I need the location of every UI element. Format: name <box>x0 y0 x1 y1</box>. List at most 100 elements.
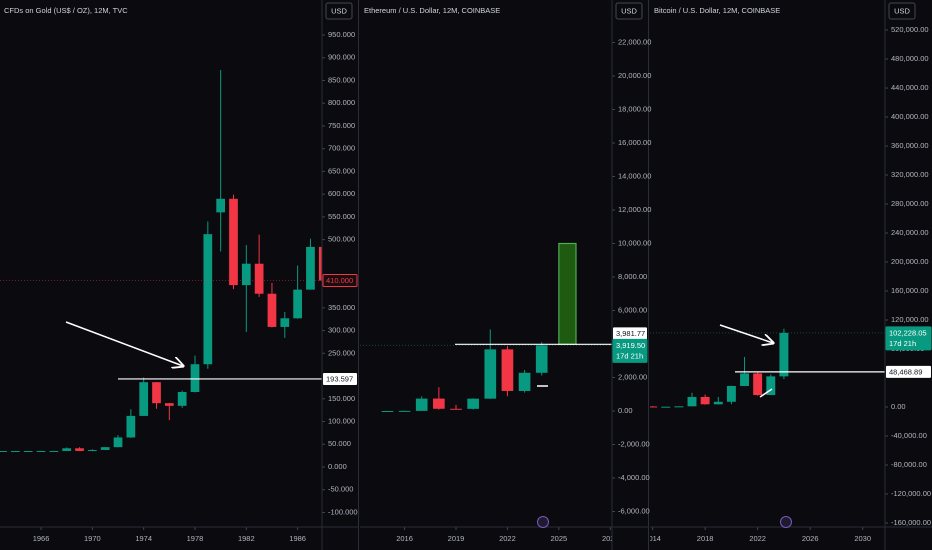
candle-body <box>415 398 428 411</box>
currency-button[interactable] <box>615 2 643 20</box>
x-tick-label: 1978 <box>187 534 204 543</box>
arrow <box>719 324 773 343</box>
countdown: 17d 21h <box>889 339 916 348</box>
y-tick-label: 250.000 <box>328 348 355 357</box>
y-tick-label: -100.000 <box>328 507 358 516</box>
y-tick-label: -50.000 <box>328 485 353 494</box>
candle-body <box>280 318 290 327</box>
y-tick-label: -40,000.00 <box>891 431 927 440</box>
candle-body <box>713 401 723 405</box>
y-tick-label: 22,000.00 <box>618 37 651 46</box>
x-tick-label: 1970 <box>84 534 101 543</box>
candle-body <box>100 447 110 450</box>
arrow <box>65 321 183 366</box>
candle-body <box>254 263 264 294</box>
candle-body <box>306 246 315 290</box>
candle-body <box>216 198 226 213</box>
countdown: 17d 21h <box>616 351 643 360</box>
candle-body <box>779 332 789 377</box>
candle-body <box>23 451 33 453</box>
y-tick-label: 300.000 <box>328 326 355 335</box>
y-tick-label: 320,000.00 <box>891 170 929 179</box>
y-tick-label: 2,000.00 <box>618 372 647 381</box>
last-price-box <box>322 274 358 288</box>
last-price-label: 410.000 <box>326 276 353 285</box>
candle-body <box>126 415 136 438</box>
candle-body <box>190 364 200 392</box>
y-tick-label: 200,000.00 <box>891 257 929 266</box>
currency-button[interactable] <box>888 2 916 20</box>
candle-body <box>267 293 277 327</box>
candle-body <box>535 345 548 373</box>
y-tick-label: -6,000.00 <box>618 506 650 515</box>
y-tick-label: 18,000.00 <box>618 104 651 113</box>
y-tick-label: -160,000.00 <box>891 518 931 527</box>
y-tick-label: -120,000.00 <box>891 489 931 498</box>
currency-button[interactable] <box>325 2 353 20</box>
candle-body <box>501 349 514 391</box>
x-tick-label: 2019 <box>448 534 465 543</box>
candle-body <box>88 449 97 451</box>
candle-body <box>381 410 394 412</box>
y-tick-label: 350.000 <box>328 303 355 312</box>
x-tick-label: 1974 <box>135 534 152 543</box>
candle-body <box>484 349 497 399</box>
x-tick-label: 2018 <box>697 534 714 543</box>
y-tick-label: 800.000 <box>328 98 355 107</box>
trend-line <box>759 388 773 398</box>
candle-body <box>164 403 174 406</box>
candle-body <box>318 246 322 281</box>
projection-box <box>558 242 577 345</box>
y-tick-label: 160,000.00 <box>891 286 929 295</box>
x-tick-label: 2022 <box>499 534 516 543</box>
y-tick-label: 850.000 <box>328 75 355 84</box>
candle-body <box>753 373 763 396</box>
candle-body <box>740 373 749 386</box>
y-tick-label: 480,000.00 <box>891 54 929 63</box>
candle-body <box>433 398 445 409</box>
y-tick-label: 520,000.00 <box>891 25 929 34</box>
candle-body <box>766 376 776 396</box>
candle-body <box>700 396 710 405</box>
event-icon[interactable] <box>780 516 792 528</box>
candle-body <box>203 234 213 365</box>
y-tick-label: 650.000 <box>328 166 355 175</box>
chart-title: Bitcoin / U.S. Dollar, 12M, COINBASE <box>654 6 780 15</box>
panel <box>650 328 885 408</box>
y-tick-label: 100.000 <box>328 416 355 425</box>
y-tick-label: 700.000 <box>328 144 355 153</box>
candle-body <box>36 450 46 452</box>
y-tick-label: 950.000 <box>328 30 355 39</box>
hline-price-box <box>613 327 647 340</box>
currency-label: USD <box>621 6 637 15</box>
y-tick-label: 6,000.00 <box>618 305 647 314</box>
candle-body <box>75 448 84 451</box>
candle-body <box>518 372 531 391</box>
y-tick-label: 440,000.00 <box>891 83 929 92</box>
last-price-box <box>612 338 648 363</box>
candle-body <box>398 410 411 412</box>
last-price-label: 3,919.50 <box>616 341 645 350</box>
y-tick-label: 150.000 <box>328 394 355 403</box>
panel <box>360 242 612 412</box>
y-tick-label: 12,000.00 <box>618 205 651 214</box>
candle-body <box>49 450 59 452</box>
y-tick-label: 600.000 <box>328 189 355 198</box>
event-icon[interactable] <box>537 516 549 528</box>
x-tick-label: 2028 <box>602 534 619 543</box>
chart-title: CFDs on Gold (US$ / OZ), 12M, TVC <box>4 6 128 15</box>
panel <box>0 70 322 453</box>
candle-body <box>113 437 123 448</box>
hline-price-box <box>886 365 931 378</box>
y-tick-label: 0.000 <box>328 462 347 471</box>
candle-body <box>177 391 187 406</box>
hline-price-label: 193.597 <box>326 374 353 383</box>
x-tick-label: 2016 <box>396 534 413 543</box>
candle-body <box>687 396 697 407</box>
y-tick-label: 400,000.00 <box>891 112 929 121</box>
hline-price-box <box>323 372 357 385</box>
y-tick-label: -4,000.00 <box>618 473 650 482</box>
candle-body <box>293 289 302 319</box>
